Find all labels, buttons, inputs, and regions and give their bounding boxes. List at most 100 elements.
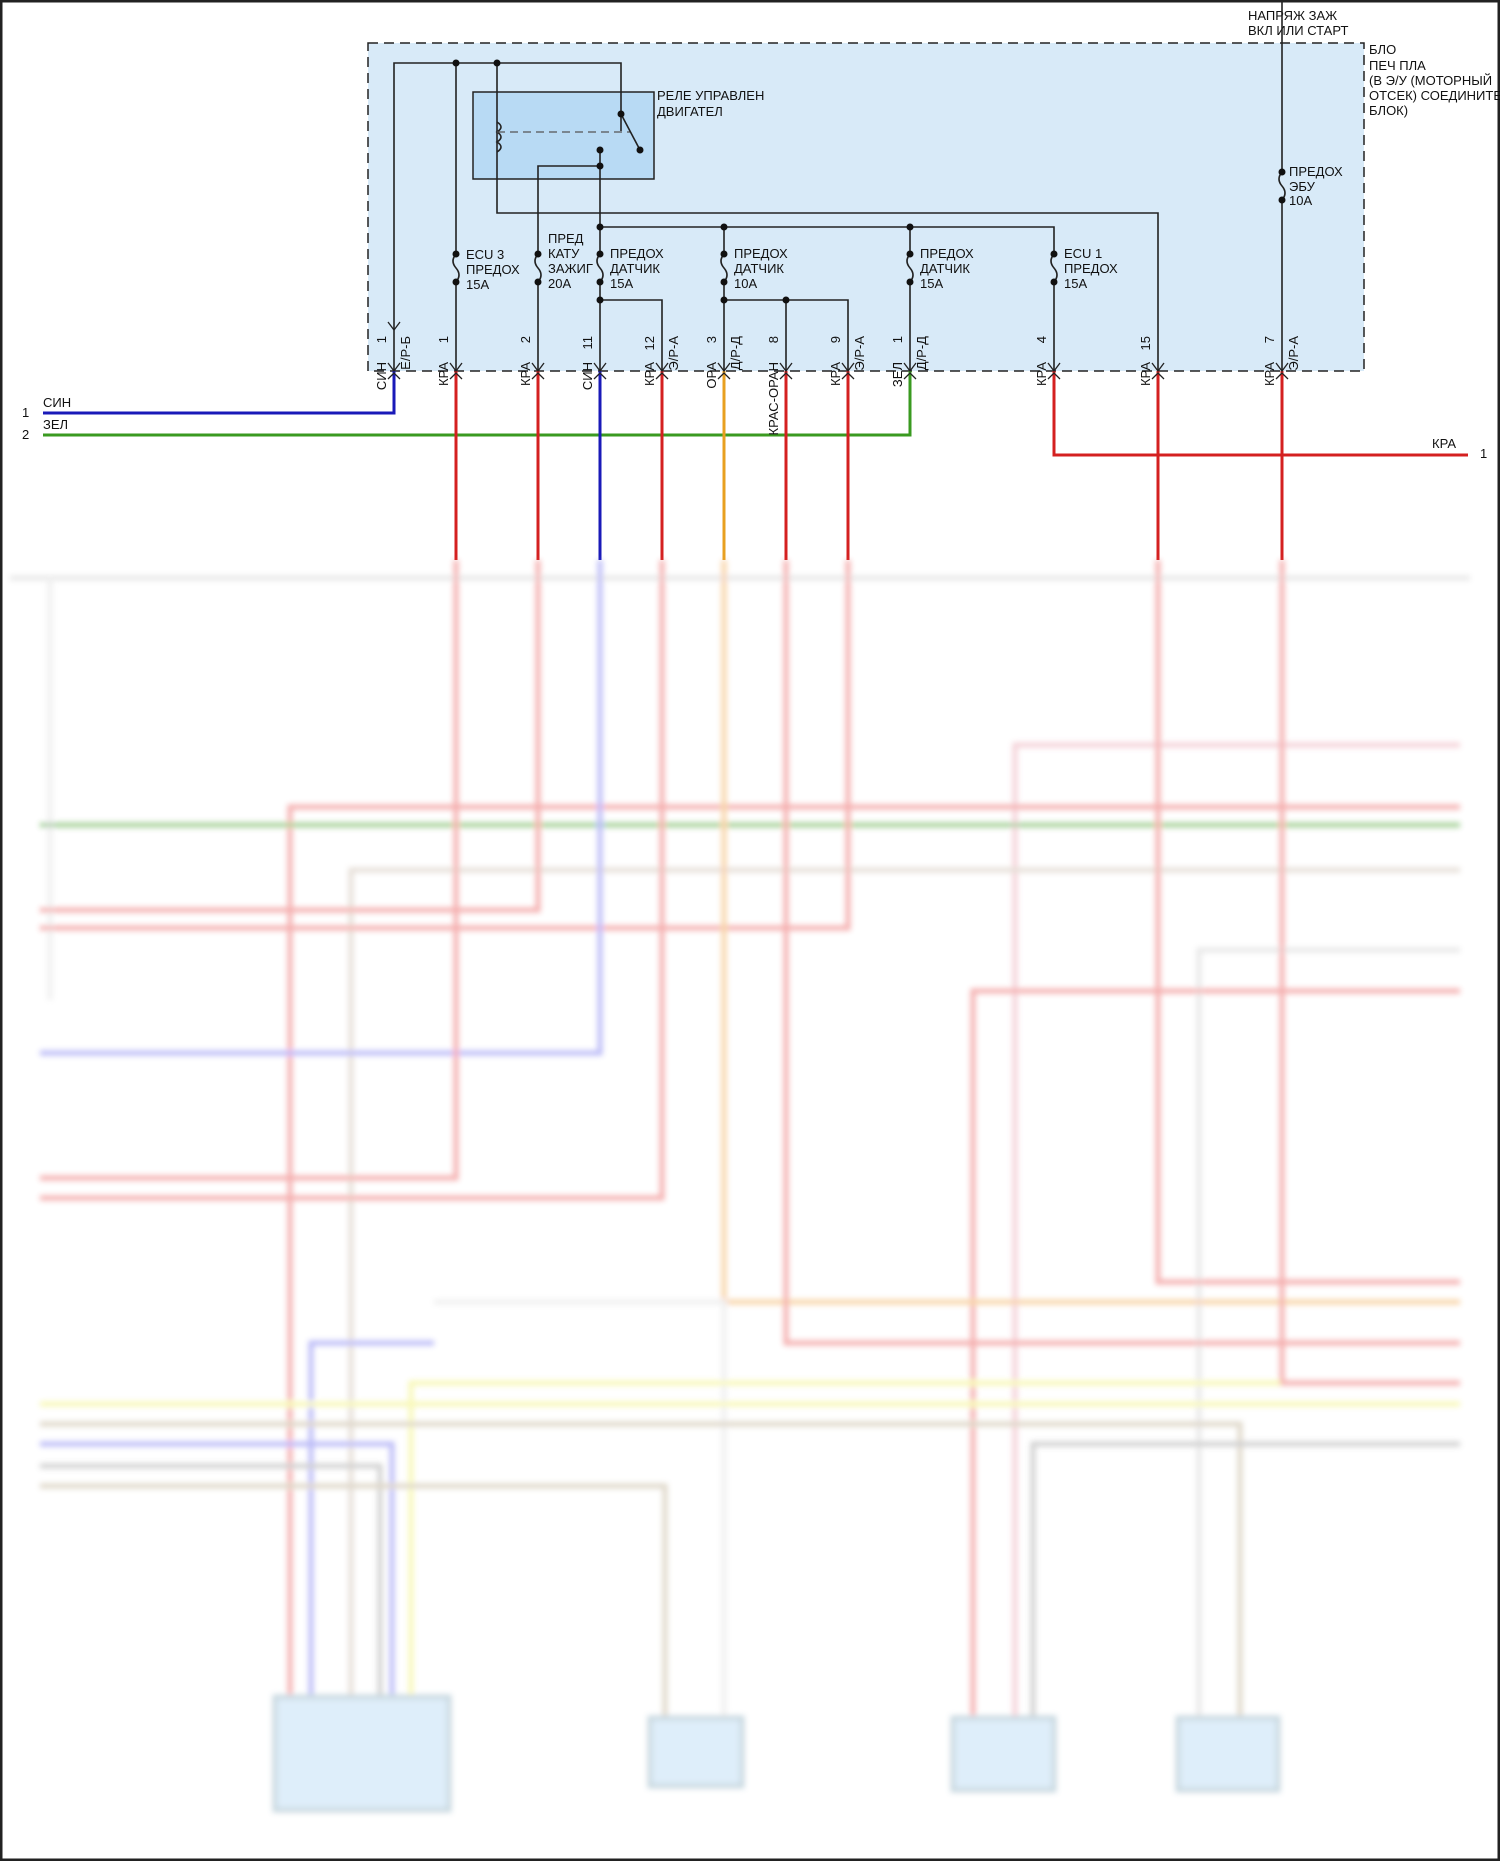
pin-label: 7 КРА [1262, 336, 1277, 386]
svg-text:КРА: КРА [1138, 362, 1153, 386]
pin-conn-label: Е/Р-Б [398, 336, 413, 370]
svg-text:1: 1 [374, 336, 389, 343]
svg-text:7: 7 [1262, 336, 1277, 343]
svg-text:ПРЕДОХ: ПРЕДОХ [734, 246, 788, 261]
connector-pin-icon [387, 362, 401, 380]
pin-conn-label: Э/Р-А [1286, 336, 1301, 371]
svg-text:ПРЕДОХ: ПРЕДОХ [466, 262, 520, 277]
left-wire-2-color: ЗЕЛ [43, 417, 68, 432]
svg-text:15A: 15A [920, 276, 943, 291]
pin-label: 9 КРА [828, 336, 843, 386]
svg-text:Э/Р-А: Э/Р-А [1286, 336, 1301, 371]
svg-text:ECU 1: ECU 1 [1064, 246, 1102, 261]
svg-text:КРА: КРА [436, 362, 451, 386]
svg-text:ПЕЧ ПЛА: ПЕЧ ПЛА [1369, 58, 1426, 73]
svg-text:15A: 15A [1064, 276, 1087, 291]
connector-pin-icon [655, 362, 669, 380]
svg-text:ДАТЧИК: ДАТЧИК [610, 261, 660, 276]
svg-text:Д/Р-Д: Д/Р-Д [914, 336, 929, 370]
power-label-2: ВКЛ ИЛИ СТАРТ [1248, 23, 1348, 38]
svg-text:ДАТЧИК: ДАТЧИК [920, 261, 970, 276]
block-label: БЛО ПЕЧ ПЛА (В Э/У (МОТОРНЫЙ ОТСЕК) СОЕД… [1369, 42, 1500, 118]
connector-arrows [387, 362, 1289, 380]
svg-text:РЕЛЕ УПРАВЛЕН: РЕЛЕ УПРАВЛЕН [657, 88, 764, 103]
pin-label: 11 СИН [580, 336, 595, 390]
connector-pin-icon [1151, 362, 1165, 380]
power-label-1: НАПРЯЖ ЗАЖ [1248, 8, 1337, 23]
wire-red-right [1052, 371, 1468, 457]
svg-text:КРА: КРА [518, 362, 533, 386]
svg-text:БЛО: БЛО [1369, 42, 1396, 57]
svg-text:11: 11 [580, 336, 595, 350]
wire-blue-1 [43, 371, 396, 415]
connector-pin-icon [841, 362, 855, 380]
junction-dots [452, 59, 914, 304]
svg-text:ЭБУ: ЭБУ [1289, 179, 1316, 194]
svg-text:Э/Р-А: Э/Р-А [666, 336, 681, 371]
pin-label: 1 ЗЕЛ [890, 336, 905, 387]
blurred-lower-diagram [10, 560, 1470, 1813]
svg-text:ЗАЖИГ: ЗАЖИГ [548, 261, 593, 276]
svg-text:1: 1 [890, 336, 905, 343]
connector-pin-icon [531, 362, 545, 380]
left-wire-1-color: СИН [43, 395, 71, 410]
svg-text:ОРА: ОРА [704, 362, 719, 389]
svg-text:КРА: КРА [642, 362, 657, 386]
svg-text:ПРЕДОХ: ПРЕДОХ [1064, 261, 1118, 276]
svg-text:9: 9 [828, 336, 843, 343]
pin-label: 3 ОРА [704, 336, 719, 389]
svg-text:ОТСЕК) СОЕДИНИТЕ: ОТСЕК) СОЕДИНИТЕ [1369, 88, 1500, 103]
svg-text:ПРЕДОХ: ПРЕДОХ [920, 246, 974, 261]
svg-text:СИН: СИН [374, 362, 389, 390]
connector-pin-icon [1275, 362, 1289, 380]
left-wire-1-num: 1 [22, 405, 29, 420]
connector-pin-icon [449, 362, 463, 380]
pin-label: 12 КРА [642, 336, 657, 386]
svg-text:(В Э/У (МОТОРНЫЙ: (В Э/У (МОТОРНЫЙ [1369, 73, 1492, 88]
connector-pin-icon [779, 362, 793, 380]
pin-label: 8 КРАС-ОРАН [766, 336, 781, 435]
svg-text:1: 1 [436, 336, 451, 343]
svg-text:Е/Р-Б: Е/Р-Б [398, 336, 413, 370]
svg-text:2: 2 [518, 336, 533, 343]
svg-text:КРА: КРА [1034, 362, 1049, 386]
svg-text:БЛОК): БЛОК) [1369, 103, 1408, 118]
svg-text:ПРЕДОХ: ПРЕДОХ [610, 246, 664, 261]
svg-text:10A: 10A [1289, 193, 1312, 208]
svg-text:12: 12 [642, 336, 657, 350]
pin-conn-label: Д/Р-Д [914, 336, 929, 370]
svg-text:ПРЕДОХ: ПРЕДОХ [1289, 164, 1343, 179]
left-wire-2-num: 2 [22, 427, 29, 442]
svg-text:ПРЕД: ПРЕД [548, 231, 584, 246]
pin-label: 1 КРА [436, 336, 451, 386]
svg-text:ДАТЧИК: ДАТЧИК [734, 261, 784, 276]
right-wire-color: КРА [1432, 436, 1456, 451]
svg-text:ЗЕЛ: ЗЕЛ [890, 362, 905, 387]
pin-label: 1 СИН [374, 336, 389, 390]
svg-text:ДВИГАТЕЛ: ДВИГАТЕЛ [657, 104, 723, 119]
wire-green-2 [43, 371, 912, 437]
relay-label: РЕЛЕ УПРАВЛЕН ДВИГАТЕЛ [657, 88, 764, 119]
svg-text:КРАС-ОРАН: КРАС-ОРАН [766, 362, 781, 435]
harness-wires [43, 371, 1468, 560]
pin-conn-label: Д/Р-Д [728, 336, 743, 370]
svg-text:10A: 10A [734, 276, 757, 291]
engine-relay [472, 91, 655, 180]
connector-pin-icon [903, 362, 917, 380]
svg-text:15: 15 [1138, 336, 1153, 350]
svg-text:3: 3 [704, 336, 719, 343]
svg-text:КАТУ: КАТУ [548, 246, 580, 261]
pin-label: 15 КРА [1138, 336, 1153, 386]
svg-text:КРА: КРА [828, 362, 843, 386]
svg-text:Э/Р-А: Э/Р-А [852, 336, 867, 371]
svg-text:КРА: КРА [1262, 362, 1277, 386]
svg-text:ECU 3: ECU 3 [466, 247, 504, 262]
connector-pin-icon [1047, 362, 1061, 380]
